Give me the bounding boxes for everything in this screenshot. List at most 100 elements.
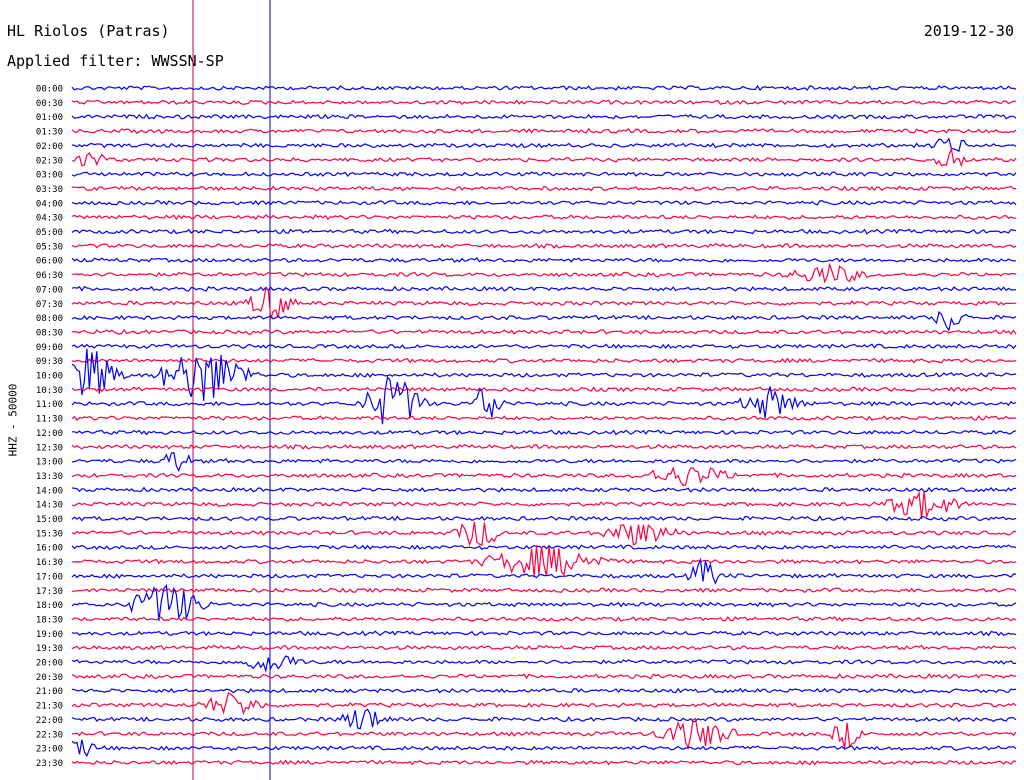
- time-label: 02:30: [36, 156, 63, 166]
- trace-row-1300: [71, 451, 1017, 473]
- time-label: 08:00: [36, 314, 63, 324]
- trace-row-0130: [71, 127, 1017, 134]
- trace-row-0530: [71, 242, 1017, 250]
- trace-row-1130: [71, 415, 1017, 422]
- trace-row-2330: [71, 759, 1017, 766]
- time-label: 22:30: [36, 730, 63, 740]
- trace-row-2000: [71, 655, 1017, 674]
- trace-row-1430: [71, 490, 1017, 520]
- trace-row-1930: [71, 644, 1017, 651]
- time-label: 12:30: [36, 443, 63, 453]
- trace-row-1530: [71, 521, 1017, 547]
- trace-row-1700: [71, 557, 1017, 585]
- trace-row-1730: [71, 587, 1017, 594]
- time-label: 01:00: [36, 113, 63, 123]
- trace-row-1830: [71, 616, 1017, 622]
- trace-row-0500: [71, 228, 1017, 235]
- trace-row-1900: [71, 630, 1017, 637]
- time-label: 01:30: [36, 128, 63, 138]
- trace-row-1000: [71, 348, 1017, 401]
- trace-row-0330: [71, 185, 1017, 192]
- time-label: 14:00: [36, 486, 63, 496]
- time-label: 19:00: [36, 630, 63, 640]
- trace-row-1400: [71, 486, 1017, 493]
- time-label: 07:00: [36, 285, 63, 295]
- time-label: 13:30: [36, 472, 63, 482]
- time-label: 06:00: [36, 257, 63, 267]
- time-label: 02:00: [36, 142, 63, 152]
- time-label: 12:00: [36, 429, 63, 439]
- time-label: 04:30: [36, 214, 63, 224]
- time-label: 11:30: [36, 415, 63, 425]
- trace-row-2300: [71, 739, 1017, 758]
- time-label: 10:00: [36, 372, 63, 382]
- trace-row-0100: [71, 113, 1017, 120]
- trace-row-0700: [71, 285, 1017, 292]
- trace-row-1630: [71, 545, 1017, 577]
- trace-row-2130: [71, 691, 1017, 716]
- trace-row-0400: [71, 200, 1017, 206]
- time-label: 10:30: [36, 386, 63, 396]
- trace-row-2100: [71, 687, 1017, 694]
- trace-row-0030: [71, 99, 1017, 106]
- time-label: 04:00: [36, 199, 63, 209]
- time-label: 16:00: [36, 544, 63, 554]
- date-label: 2019-12-30: [923, 22, 1014, 40]
- time-label: 09:00: [36, 343, 63, 353]
- time-label: 15:30: [36, 529, 63, 539]
- station-title: HL Riolos (Patras): [7, 22, 170, 40]
- time-label: 09:30: [36, 357, 63, 367]
- time-label: 19:30: [36, 644, 63, 654]
- time-label: 06:30: [36, 271, 63, 281]
- time-label: 17:30: [36, 587, 63, 597]
- trace-row-0230: [72, 146, 1017, 168]
- time-label: 03:00: [36, 171, 63, 181]
- trace-row-0430: [71, 214, 1017, 221]
- trace-row-0900: [71, 343, 1017, 350]
- time-label: 18:00: [36, 601, 63, 611]
- trace-row-2030: [71, 673, 1017, 680]
- trace-row-1030: [71, 386, 1017, 393]
- trace-row-1600: [71, 544, 1017, 551]
- time-label: 00:00: [36, 85, 63, 95]
- trace-row-1200: [72, 429, 1017, 436]
- time-label: 16:30: [36, 558, 63, 568]
- time-label: 23:30: [36, 759, 63, 769]
- time-label: 20:30: [36, 673, 63, 683]
- time-label: 05:00: [36, 228, 63, 238]
- time-label: 22:00: [36, 716, 63, 726]
- time-label: 20:00: [36, 659, 63, 669]
- time-label: 14:30: [36, 501, 63, 511]
- time-label: 23:00: [36, 745, 63, 755]
- time-label: 03:30: [36, 185, 63, 195]
- trace-row-1330: [71, 465, 1017, 486]
- filter-label: Applied filter: WWSSN-SP: [7, 52, 224, 70]
- time-label: 18:30: [36, 615, 63, 625]
- trace-row-1800: [71, 584, 1017, 622]
- trace-row-2200: [71, 708, 1017, 730]
- time-label: 21:30: [36, 702, 63, 712]
- time-label: 17:00: [36, 572, 63, 582]
- time-label: 08:30: [36, 328, 63, 338]
- trace-row-0200: [71, 137, 1017, 153]
- trace-row-0800: [71, 310, 1017, 332]
- trace-row-0830: [71, 328, 1017, 335]
- time-label: 21:00: [36, 687, 63, 697]
- trace-row-0000: [71, 85, 1017, 92]
- trace-row-1100: [71, 375, 1017, 425]
- trace-row-1230: [71, 443, 1017, 450]
- trace-row-0630: [71, 262, 1017, 284]
- trace-row-0300: [71, 171, 1017, 178]
- time-label: 11:00: [36, 400, 63, 410]
- time-label: 07:30: [36, 300, 63, 310]
- time-label: 05:30: [36, 242, 63, 252]
- trace-row-0930: [71, 357, 1017, 364]
- time-label: 00:30: [36, 99, 63, 109]
- time-label: 15:00: [36, 515, 63, 525]
- trace-row-2230: [71, 717, 1017, 750]
- time-label: 13:00: [36, 458, 63, 468]
- trace-row-1500: [71, 515, 1017, 522]
- trace-row-0730: [71, 286, 1017, 320]
- trace-row-0600: [71, 257, 1017, 263]
